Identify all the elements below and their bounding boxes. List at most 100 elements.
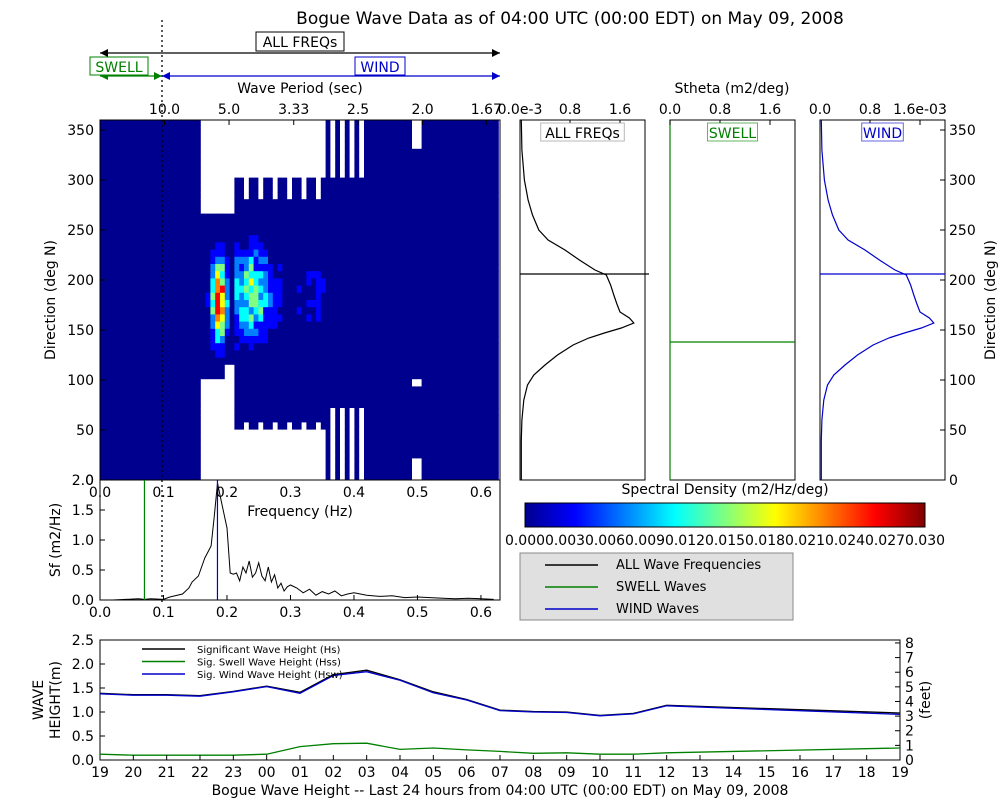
spectrogram-cell <box>191 242 197 250</box>
spectrogram-cell <box>301 422 307 430</box>
spectrogram-cell <box>407 184 413 193</box>
spectrogram-cell <box>364 120 370 128</box>
spectrogram-cell <box>282 141 288 150</box>
spectrogram-cell <box>464 141 470 150</box>
spectrogram-cell <box>244 343 250 351</box>
spectrogram-cell <box>301 415 307 423</box>
spectrogram-cell <box>325 300 331 308</box>
spectrogram-cell <box>436 206 442 214</box>
spectrogram-cell <box>272 328 278 337</box>
spectrogram-cell <box>292 408 298 416</box>
colorbar-tick-label: 0.021 <box>785 533 825 549</box>
direction-axis-label: Direction (deg N) <box>43 240 59 360</box>
spectrogram-cell <box>296 148 302 157</box>
spectrogram-cell <box>162 451 168 459</box>
spectrogram-cell <box>340 213 346 222</box>
spectrogram-cell <box>412 292 418 301</box>
spectrogram-cell <box>272 436 278 445</box>
spectrogram-cell <box>191 343 197 351</box>
spectrogram-cell <box>325 271 331 279</box>
spectrogram-cell <box>426 163 432 171</box>
spectrogram-cell <box>311 264 317 272</box>
spectrogram-cell <box>138 242 144 250</box>
spectrogram-cell <box>128 458 134 466</box>
spectrogram-cell <box>445 256 451 265</box>
spectrogram-cell <box>268 429 274 438</box>
spectrogram-cell <box>148 336 154 344</box>
spectrogram-cell <box>215 415 221 423</box>
spectrogram-cell <box>474 292 480 301</box>
spectrogram-cell <box>234 264 240 272</box>
spectrogram-cell <box>320 271 326 279</box>
spectrogram-cell <box>469 400 475 409</box>
spectrogram-cell <box>100 393 106 402</box>
spectrogram-cell <box>248 141 254 150</box>
spectrogram-cell <box>234 199 240 207</box>
spectrogram-cell <box>421 134 427 142</box>
spectrogram-cell <box>479 328 485 337</box>
spectrogram-cell <box>128 206 134 214</box>
spectrogram-cell <box>397 321 403 330</box>
spectrogram-cell <box>320 328 326 337</box>
spectrogram-cell <box>119 156 125 164</box>
spectrogram-cell <box>301 307 307 315</box>
spectrogram-cell <box>431 386 437 394</box>
spectrogram-cell <box>172 364 178 373</box>
spectrogram-cell <box>301 213 307 222</box>
spectrogram-cell <box>325 364 331 373</box>
spectrogram-cell <box>186 285 192 294</box>
colorbar-tick-label: 0.000 <box>505 533 545 549</box>
spectrogram-cell <box>128 422 134 430</box>
spectrogram-cell <box>282 242 288 250</box>
spectrogram-cell <box>412 271 418 279</box>
spectrogram-cell <box>244 379 250 387</box>
spectrogram-cell <box>205 177 211 186</box>
spectrogram-cell <box>311 156 317 164</box>
spectrogram-cell <box>114 213 120 222</box>
spectrogram-cell <box>325 328 331 337</box>
spectrogram-cell <box>100 400 106 409</box>
spectrogram-cell <box>248 206 254 214</box>
spectrogram-cell <box>167 314 173 322</box>
spectrogram-cell <box>306 393 312 402</box>
spectrogram-cell <box>220 148 226 157</box>
spectrogram-cell <box>109 213 115 222</box>
spectrogram-cell <box>292 429 298 438</box>
spectrogram-cell <box>277 271 283 279</box>
spectrogram-cell <box>320 458 326 466</box>
spectrogram-cell <box>474 343 480 351</box>
spectrogram-cell <box>311 292 317 301</box>
spectrogram-cell <box>306 300 312 308</box>
spectrogram-cell <box>392 415 398 423</box>
spectrogram-cell <box>407 343 413 351</box>
spectrogram-cell <box>359 213 365 222</box>
spectrogram-cell <box>148 156 154 164</box>
spectrogram-cell <box>368 206 374 214</box>
spectrogram-cell <box>388 256 394 265</box>
spectrogram-cell <box>330 256 336 265</box>
spectrogram-cell <box>143 271 149 279</box>
spectrogram-cell <box>431 415 437 423</box>
spectrogram-cell <box>344 400 350 409</box>
spectrogram-cell <box>359 134 365 142</box>
spectrogram-cell <box>364 429 370 438</box>
spectrogram-cell <box>460 127 466 135</box>
spectrogram-cell <box>272 379 278 387</box>
spectrogram-cell <box>167 206 173 214</box>
height-x-tick-label: 04 <box>391 765 409 781</box>
spectrogram-cell <box>464 156 470 164</box>
spectrogram-cell <box>124 199 130 207</box>
spectrogram-cell <box>484 271 490 279</box>
spectrogram-cell <box>272 184 278 193</box>
spectrogram-cell <box>340 314 346 322</box>
spectrogram-cell <box>157 285 163 294</box>
spectrogram-cell <box>335 278 341 286</box>
spectrogram-cell <box>128 429 134 438</box>
spectrogram-cell <box>469 292 475 301</box>
spectrogram-cell <box>426 400 432 409</box>
spectrogram-cell <box>157 177 163 186</box>
spectrogram-cell <box>368 192 374 200</box>
spectrogram-cell <box>234 336 240 344</box>
spectrogram-cell <box>287 386 293 394</box>
